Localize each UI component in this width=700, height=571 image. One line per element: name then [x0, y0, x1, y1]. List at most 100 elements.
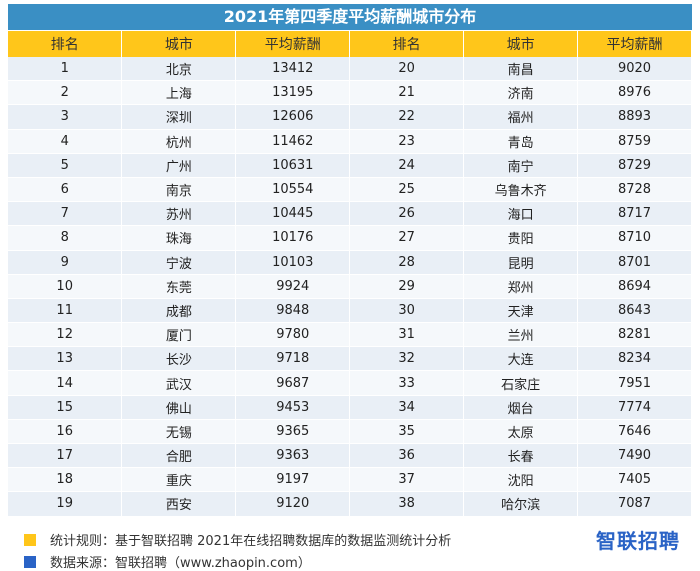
rank-cell-left: 13 — [8, 346, 123, 372]
salary-cell-right: 7087 — [577, 491, 692, 517]
city-cell-left: 南京 — [121, 177, 237, 203]
table-body: 1 北京 13412 20 南昌 9020 2 上海 13195 21 济南 8976 3 深圳 12606… — [8, 57, 692, 517]
salary-cell-right: 8717 — [577, 201, 692, 227]
salary-cell-left: 9365 — [235, 419, 351, 445]
rank-cell-right: 22 — [349, 104, 465, 130]
table-row: 8 珠海 10176 27 贵阳 8710 — [8, 225, 692, 251]
city-cell-right: 太原 — [463, 419, 579, 445]
salary-cell-right: 7951 — [577, 370, 692, 396]
rank-cell-right: 32 — [349, 346, 465, 372]
rank-cell-right: 24 — [349, 153, 465, 178]
rank-cell-left: 2 — [8, 80, 123, 106]
city-cell-right: 济南 — [463, 80, 579, 106]
rank-cell-right: 27 — [349, 225, 465, 251]
city-cell-right: 海口 — [463, 201, 579, 227]
salary-cell-left: 9780 — [235, 322, 351, 348]
table-row: 19 西安 9120 38 哈尔滨 7087 — [8, 491, 692, 517]
rank-cell-right: 34 — [349, 395, 465, 420]
header-city-left: 城市 — [121, 31, 237, 57]
city-cell-left: 广州 — [121, 153, 237, 178]
table-row: 6 南京 10554 25 乌鲁木齐 8728 — [8, 177, 692, 203]
header-row: 排名 城市 平均薪酬 排名 城市 平均薪酬 — [8, 31, 692, 57]
salary-cell-right: 7490 — [577, 443, 692, 469]
salary-cell-left: 10445 — [235, 201, 351, 227]
header-rank-left: 排名 — [8, 31, 123, 57]
city-cell-left: 苏州 — [121, 201, 237, 227]
city-cell-right: 天津 — [463, 298, 579, 324]
city-cell-right: 昆明 — [463, 250, 579, 275]
rank-cell-left: 11 — [8, 298, 123, 324]
salary-cell-left: 9363 — [235, 443, 351, 469]
salary-cell-left: 9848 — [235, 298, 351, 324]
city-cell-left: 宁波 — [121, 250, 237, 275]
city-cell-left: 重庆 — [121, 467, 237, 493]
salary-cell-left: 9924 — [235, 274, 351, 299]
table-row: 7 苏州 10445 26 海口 8717 — [8, 201, 692, 227]
table-row: 9 宁波 10103 28 昆明 8701 — [8, 250, 692, 275]
table-row: 10 东莞 9924 29 郑州 8694 — [8, 274, 692, 299]
salary-cell-left: 9197 — [235, 467, 351, 493]
table-row: 5 广州 10631 24 南宁 8729 — [8, 153, 692, 178]
salary-cell-left: 10554 — [235, 177, 351, 203]
rank-cell-right: 33 — [349, 370, 465, 396]
source-bullet-icon — [24, 556, 36, 568]
rank-cell-left: 14 — [8, 370, 123, 396]
rank-cell-left: 18 — [8, 467, 123, 493]
rank-cell-left: 15 — [8, 395, 123, 420]
salary-cell-left: 11462 — [235, 129, 351, 154]
city-cell-left: 深圳 — [121, 104, 237, 130]
header-city-right: 城市 — [463, 31, 579, 57]
rank-cell-right: 26 — [349, 201, 465, 227]
footer-source: 数据来源：智联招聘（www.zhaopin.com） — [24, 552, 311, 571]
salary-cell-right: 9020 — [577, 57, 692, 82]
rank-cell-left: 10 — [8, 274, 123, 299]
city-cell-right: 长春 — [463, 443, 579, 469]
rank-cell-left: 17 — [8, 443, 123, 469]
city-cell-left: 西安 — [121, 491, 237, 517]
table-title: 2021年第四季度平均薪酬城市分布 — [8, 4, 692, 30]
rank-cell-right: 25 — [349, 177, 465, 203]
table-row: 16 无锡 9365 35 太原 7646 — [8, 419, 692, 445]
salary-cell-right: 7405 — [577, 467, 692, 493]
rank-cell-right: 21 — [349, 80, 465, 106]
rank-cell-right: 38 — [349, 491, 465, 517]
city-cell-right: 贵阳 — [463, 225, 579, 251]
footer-source-text: 数据来源：智联招聘（www.zhaopin.com） — [50, 556, 311, 571]
salary-cell-right: 8710 — [577, 225, 692, 251]
city-cell-right: 石家庄 — [463, 370, 579, 396]
city-cell-right: 哈尔滨 — [463, 491, 579, 517]
city-cell-right: 大连 — [463, 346, 579, 372]
city-cell-right: 沈阳 — [463, 467, 579, 493]
table-row: 2 上海 13195 21 济南 8976 — [8, 80, 692, 106]
city-cell-right: 兰州 — [463, 322, 579, 348]
salary-cell-left: 9718 — [235, 346, 351, 372]
rank-cell-right: 28 — [349, 250, 465, 275]
salary-cell-left: 12606 — [235, 104, 351, 130]
salary-cell-right: 8701 — [577, 250, 692, 275]
rank-cell-left: 5 — [8, 153, 123, 178]
city-cell-left: 北京 — [121, 57, 237, 82]
city-cell-left: 上海 — [121, 80, 237, 106]
rank-cell-right: 29 — [349, 274, 465, 299]
salary-table: 排名 城市 平均薪酬 排名 城市 平均薪酬 1 北京 13412 20 南昌 9020 2 上… — [8, 31, 692, 517]
rank-cell-left: 3 — [8, 104, 123, 130]
table-row: 14 武汉 9687 33 石家庄 7951 — [8, 370, 692, 396]
city-cell-right: 烟台 — [463, 395, 579, 420]
rank-cell-left: 9 — [8, 250, 123, 275]
salary-cell-left: 10103 — [235, 250, 351, 275]
header-salary-right: 平均薪酬 — [577, 31, 692, 57]
salary-cell-left: 10631 — [235, 153, 351, 178]
city-cell-right: 青岛 — [463, 129, 579, 154]
salary-cell-left: 13412 — [235, 57, 351, 82]
salary-cell-left: 9453 — [235, 395, 351, 420]
city-cell-left: 合肥 — [121, 443, 237, 469]
brand-logo: 智联招聘 — [596, 529, 680, 553]
salary-cell-right: 8234 — [577, 346, 692, 372]
salary-cell-right: 8281 — [577, 322, 692, 348]
table-row: 4 杭州 11462 23 青岛 8759 — [8, 129, 692, 154]
salary-cell-right: 8728 — [577, 177, 692, 203]
table-row: 1 北京 13412 20 南昌 9020 — [8, 57, 692, 82]
city-cell-left: 厦门 — [121, 322, 237, 348]
city-cell-left: 武汉 — [121, 370, 237, 396]
rank-cell-left: 12 — [8, 322, 123, 348]
